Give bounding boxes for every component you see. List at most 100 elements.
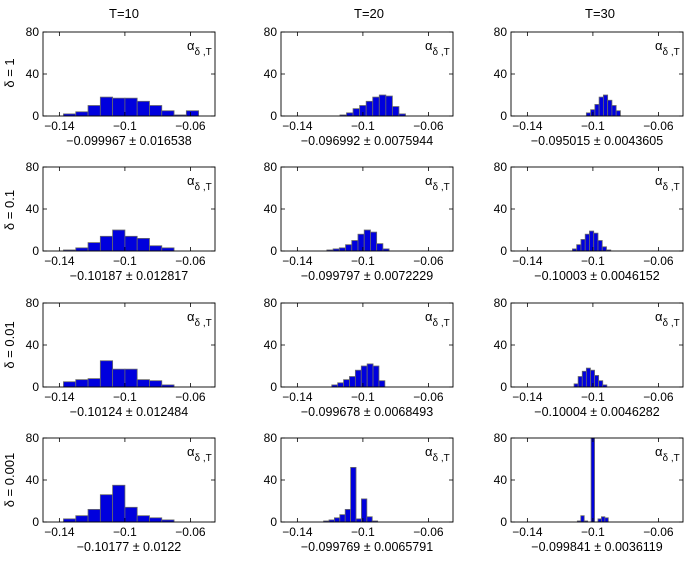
histogram-bar bbox=[75, 247, 89, 252]
y-tick-label: 40 bbox=[26, 67, 40, 81]
histogram-bar bbox=[351, 240, 359, 252]
x-tick-label: −0.1 bbox=[581, 525, 605, 539]
y-tick-label: 0 bbox=[32, 380, 39, 394]
y-tick-label: 40 bbox=[494, 338, 508, 352]
alpha-subscript: δ ,T bbox=[433, 182, 450, 193]
mean-std-label: −0.099967 ± 0.016538 bbox=[66, 134, 191, 148]
y-tick-label: 0 bbox=[32, 515, 39, 529]
alpha-subscript: δ ,T bbox=[195, 182, 212, 193]
histogram-bar bbox=[601, 246, 607, 252]
histogram-bar bbox=[590, 437, 595, 523]
y-tick-label: 0 bbox=[500, 109, 507, 123]
histogram-panel-r2-c1: −0.14 −0.1 −0.06 0 40 80 αδ ,T −0.099678 ± 0.00… bbox=[264, 296, 454, 419]
histogram-bar bbox=[354, 369, 362, 388]
histogram-bar bbox=[99, 360, 114, 388]
histogram-bar bbox=[350, 466, 357, 523]
mean-std-label: −0.099769 ± 0.0065791 bbox=[301, 540, 433, 554]
mean-std-label: −0.10187 ± 0.012817 bbox=[70, 269, 188, 283]
alpha-annotation: αδ ,T bbox=[187, 309, 212, 329]
alpha-subscript: δ ,T bbox=[663, 453, 680, 464]
column-titles: T=10 T=20 T=30 bbox=[109, 6, 615, 21]
row-label-delta-0.01: δ = 0.01 bbox=[2, 321, 17, 368]
histogram-panel-r1-c2: −0.14 −0.1 −0.06 0 40 80 αδ ,T −0.10003 ± 0.004… bbox=[494, 160, 684, 283]
y-tick-label: 40 bbox=[494, 202, 508, 216]
histogram-bar bbox=[593, 232, 599, 252]
alpha-symbol: α bbox=[655, 173, 663, 188]
y-tick-label: 0 bbox=[270, 515, 277, 529]
y-tick-label: 0 bbox=[32, 109, 39, 123]
alpha-symbol: α bbox=[425, 173, 433, 188]
histogram-bar bbox=[87, 105, 101, 117]
y-tick-label: 80 bbox=[26, 296, 40, 310]
x-tick-label: −0.1 bbox=[581, 254, 605, 268]
histogram-bar bbox=[333, 517, 341, 523]
y-tick-label: 80 bbox=[264, 431, 278, 445]
x-tick-label: −0.06 bbox=[643, 390, 674, 404]
histogram-bar bbox=[372, 96, 380, 117]
histogram-bar bbox=[594, 375, 600, 388]
x-tick-label: −0.1 bbox=[351, 390, 375, 404]
x-tick-label: −0.14 bbox=[44, 390, 75, 404]
y-tick-label: 80 bbox=[494, 296, 508, 310]
histogram-bar bbox=[581, 370, 587, 388]
histogram-bar bbox=[149, 245, 163, 252]
x-tick-label: −0.06 bbox=[175, 525, 206, 539]
histogram-bar bbox=[185, 110, 200, 117]
histogram-bar bbox=[580, 515, 585, 523]
histogram-panel-r0-c0: −0.14 −0.1 −0.06 0 40 80 αδ ,T −0.099967 ± 0.01… bbox=[26, 25, 216, 148]
alpha-annotation: αδ ,T bbox=[425, 173, 450, 193]
histogram-bar bbox=[607, 99, 613, 117]
mean-std-label: −0.10004 ± 0.0046282 bbox=[534, 405, 659, 419]
x-tick-label: −0.14 bbox=[44, 525, 75, 539]
histogram-bar bbox=[87, 378, 101, 388]
histogram-bar bbox=[576, 244, 582, 252]
x-tick-label: −0.1 bbox=[351, 525, 375, 539]
histogram-bar bbox=[99, 235, 114, 252]
histogram-bar bbox=[161, 247, 175, 252]
alpha-subscript: δ ,T bbox=[663, 318, 680, 329]
alpha-subscript: δ ,T bbox=[433, 318, 450, 329]
histogram-bar bbox=[136, 515, 150, 523]
x-tick-label: −0.06 bbox=[175, 119, 206, 133]
alpha-symbol: α bbox=[425, 444, 433, 459]
histogram-bar bbox=[344, 508, 352, 523]
row-label-delta-0.1: δ = 0.1 bbox=[2, 190, 17, 230]
x-tick-label: −0.06 bbox=[643, 119, 674, 133]
alpha-symbol: α bbox=[425, 309, 433, 324]
histogram-bar bbox=[136, 237, 150, 252]
histogram-bar bbox=[87, 242, 101, 252]
histogram-bar bbox=[597, 240, 603, 252]
histogram-bar bbox=[99, 494, 114, 523]
y-tick-label: 40 bbox=[26, 338, 40, 352]
histogram-bar bbox=[602, 94, 609, 117]
histogram-bar bbox=[161, 110, 175, 117]
alpha-annotation: αδ ,T bbox=[425, 444, 450, 464]
column-title-t30: T=30 bbox=[585, 6, 615, 21]
alpha-symbol: α bbox=[187, 38, 195, 53]
histogram-bar bbox=[594, 104, 600, 117]
x-tick-label: −0.1 bbox=[581, 119, 605, 133]
histogram-bar bbox=[391, 106, 400, 117]
histogram-bar bbox=[363, 229, 371, 252]
histogram-bar bbox=[149, 517, 163, 523]
alpha-annotation: αδ ,T bbox=[425, 309, 450, 329]
y-tick-label: 80 bbox=[494, 160, 508, 174]
alpha-symbol: α bbox=[187, 173, 195, 188]
histogram-bar bbox=[149, 105, 163, 117]
histogram-bar bbox=[346, 112, 354, 117]
alpha-annotation: αδ ,T bbox=[655, 309, 680, 329]
y-tick-label: 80 bbox=[26, 431, 40, 445]
x-tick-label: −0.06 bbox=[643, 525, 674, 539]
histogram-panel-r0-c2: −0.14 −0.1 −0.06 0 40 80 αδ ,T −0.095015 ± 0.00… bbox=[494, 25, 684, 148]
histogram-bar bbox=[112, 229, 126, 252]
histogram-bar bbox=[590, 369, 595, 388]
histogram-bar bbox=[75, 111, 89, 117]
histogram-bar bbox=[339, 514, 346, 523]
alpha-annotation: αδ ,T bbox=[655, 173, 680, 193]
histogram-bar bbox=[343, 379, 350, 388]
histogram-bar bbox=[75, 515, 89, 523]
y-tick-label: 40 bbox=[494, 67, 508, 81]
histogram-bar bbox=[112, 484, 126, 523]
x-tick-label: −0.06 bbox=[413, 525, 444, 539]
